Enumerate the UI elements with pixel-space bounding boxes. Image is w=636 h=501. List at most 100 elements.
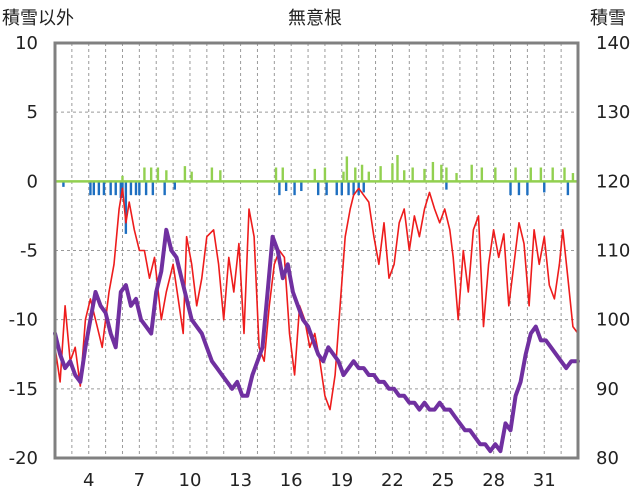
bar-up [480,167,484,182]
bar-up [143,167,146,182]
chart-title: 無意根 [288,8,342,29]
bar-up [445,167,448,182]
bar-up [354,167,357,182]
bar-up [281,167,284,182]
bar-up [360,164,364,182]
left-axis-ticks: 10 5 0 -5 -10 -15 -20 [9,33,38,469]
bar-up [470,164,473,182]
bar-down [362,181,365,193]
x-tick-label: 13 [229,470,252,491]
bar-down [62,181,65,187]
right-tick-label: 140 [596,33,630,54]
bar-up [165,170,168,182]
temperature-line [54,187,579,411]
bar-down [144,181,148,196]
bar-down [138,181,141,196]
bar-up [440,164,443,182]
x-tick-label: 28 [482,470,505,491]
bar-up [323,167,327,182]
bar-up [396,155,399,182]
right-tick-label: 130 [596,102,630,123]
bar-down [543,181,546,193]
right-tick-label: 120 [596,171,630,192]
bar-down [352,181,355,196]
bar-up [156,167,160,182]
left-tick-label: -10 [9,310,38,331]
right-axis-title: 積雪 [590,8,626,29]
bar-up [190,171,193,182]
bar-down [517,181,521,196]
bar-down [278,181,281,196]
x-tick-label: 25 [432,470,455,491]
bar-down [102,181,106,196]
bar-down [526,181,529,196]
bar-up [539,167,543,182]
bar-down [566,181,570,196]
bar-up [563,167,566,182]
bar-up [210,167,214,182]
bar-down [300,181,303,192]
bar-up [455,173,458,182]
bar-down [129,181,133,196]
bar-up [423,168,426,182]
left-tick-label: 0 [27,171,38,192]
bar-up [342,171,345,182]
bar-down [340,181,344,196]
left-tick-label: -20 [9,448,38,469]
bar-up [367,171,370,182]
bar-down [134,181,138,196]
bar-down [97,181,101,196]
x-tick-label: 19 [330,470,353,491]
bar-up [571,173,575,182]
bar-down [109,181,112,196]
left-tick-label: 10 [15,33,38,54]
bar-down [284,181,288,192]
bar-down [124,181,128,234]
x-tick-label: 16 [280,470,303,491]
bar-up [274,167,278,182]
right-tick-label: 80 [596,448,619,469]
bar-up [219,170,222,182]
bar-up [183,166,187,182]
line-series [53,187,580,454]
bar-up [529,167,532,182]
bar-down [163,181,166,196]
bar-down [347,181,350,196]
bar-up [149,167,153,182]
bar-down [151,181,155,196]
right-tick-label: 100 [596,310,630,331]
bar-up [411,167,414,182]
bar-up [551,167,554,182]
bar-up [431,161,435,182]
bar-up [403,170,406,182]
left-axis-title: 積雪以外 [2,8,74,29]
left-tick-label: -5 [20,241,38,262]
x-tick-label: 10 [179,470,202,491]
bar-series [62,155,575,234]
bar-down [325,181,328,196]
bar-down [509,181,512,196]
bar-down [173,181,176,190]
x-axis-ticks: 4 7 10 13 16 19 22 25 28 31 [83,470,556,491]
right-axis-ticks: 140 130 120 110 100 90 80 [596,33,630,469]
bar-up [494,167,497,182]
left-tick-label: 5 [27,102,38,123]
bar-up [313,168,317,182]
bar-down [293,181,296,196]
bar-down [119,181,122,198]
right-tick-label: 110 [596,241,630,262]
right-tick-label: 90 [596,379,619,400]
left-tick-label: -15 [9,379,38,400]
bar-down [92,181,96,196]
bar-up [514,167,517,182]
x-tick-label: 22 [381,470,404,491]
bar-down [316,181,320,196]
bar-down [114,181,117,196]
bar-down [335,181,338,196]
bar-up [121,175,124,182]
snow-depth-line [53,227,580,454]
x-tick-label: 7 [134,470,145,491]
x-tick-label: 31 [533,470,556,491]
bar-down [445,181,448,190]
